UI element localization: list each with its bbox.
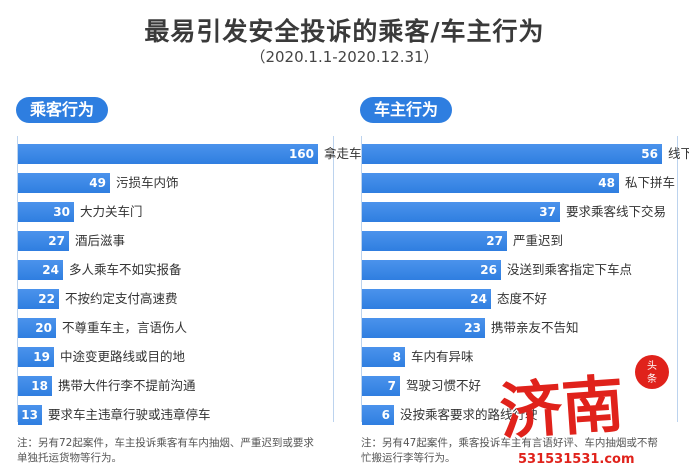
- bar-category-label: 污损车内饰: [116, 175, 179, 190]
- bar-row: 26 没送到乘客指定下车点: [362, 260, 677, 280]
- bar: [362, 405, 394, 425]
- bar-row: 6 没按乘客要求的路线行驶: [362, 405, 677, 425]
- bar-row: 7 驾驶习惯不好: [362, 376, 677, 396]
- bar: [362, 318, 485, 338]
- bar: [362, 260, 501, 280]
- driver-behavior-chart: 56 线下加价 48 私下拼车 37 要求乘客线下交易 27 严重迟到 26 没送到乘客指定下车点…: [361, 136, 689, 425]
- svg-text:济南: 济南: [497, 367, 626, 448]
- bar: [18, 231, 69, 251]
- bar-row: 24 态度不好: [362, 289, 677, 309]
- bar-category-label: 不按约定支付高速费: [65, 291, 178, 306]
- bar-row: 23 携带亲友不告知: [362, 318, 677, 338]
- bar: [18, 347, 54, 367]
- svg-text:头: 头: [647, 360, 657, 372]
- bar-row: 22 不按约定支付高速费: [18, 289, 333, 309]
- bar: [18, 260, 63, 280]
- bar: [18, 318, 56, 338]
- bar-value-label: 6: [381, 408, 390, 422]
- bar-row: 160拿走车主随用物品: [18, 144, 424, 164]
- bar: [18, 144, 318, 164]
- bar-value-label: 27: [486, 234, 503, 248]
- bar-value-label: 8: [392, 350, 401, 364]
- bar-row: 48 私下拼车: [362, 173, 677, 193]
- bar-value-label: 160: [288, 147, 314, 161]
- bar-row: 27 酒后滋事: [18, 231, 333, 251]
- passenger-chart-note: 注：另有72起案件，车主投诉乘客有车内抽烟、严重迟到或要求单独托运货物等行为。: [17, 437, 314, 464]
- bar-value-label: 23: [464, 321, 481, 335]
- bar-category-label: 严重迟到: [513, 233, 564, 248]
- bar-value-label: 27: [48, 234, 65, 248]
- bar-category-label: 私下拼车: [625, 175, 676, 190]
- bar-value-label: 49: [89, 176, 106, 190]
- bar-category-label: 车内有异味: [411, 349, 474, 364]
- bar-category-label: 大力关车门: [80, 204, 143, 219]
- bar-row: 18 携带大件行李不提前沟通: [18, 376, 333, 396]
- bar: [18, 405, 42, 425]
- bar-value-label: 56: [641, 147, 658, 161]
- bar: [362, 231, 507, 251]
- bar-value-label: 24: [42, 263, 59, 277]
- bar: [18, 289, 59, 309]
- bar: [18, 173, 110, 193]
- bar-row: 37 要求乘客线下交易: [362, 202, 677, 222]
- bar-category-label: 要求车主违章行驶或违章停车: [48, 407, 211, 422]
- bar-value-label: 7: [387, 379, 396, 393]
- bar: [362, 202, 560, 222]
- bar-category-label: 中途变更路线或目的地: [60, 349, 186, 364]
- jinan-toutiao-watermark-logo: 济南 头 条 531531531.com: [497, 355, 669, 467]
- bar-category-label: 不尊重车主，言语伤人: [62, 320, 188, 335]
- bar-row: 20 不尊重车主，言语伤人: [18, 318, 333, 338]
- svg-text:531531531.com: 531531531.com: [518, 452, 635, 467]
- bar: [18, 376, 52, 396]
- bar: [362, 173, 619, 193]
- bar-category-label: 没送到乘客指定下车点: [507, 262, 633, 277]
- bar-row: 30 大力关车门: [18, 202, 333, 222]
- bar-category-label: 驾驶习惯不好: [406, 378, 482, 393]
- bar-category-label: 线下加价: [668, 146, 689, 161]
- bar-row: 8 车内有异味: [362, 347, 677, 367]
- bar-value-label: 37: [539, 205, 556, 219]
- bar-category-label: 携带大件行李不提前沟通: [58, 378, 196, 393]
- bar-value-label: 20: [35, 321, 52, 335]
- bar-row: 13 要求车主违章行驶或违章停车: [18, 405, 333, 425]
- bar-row: 19 中途变更路线或目的地: [18, 347, 333, 367]
- bar: [362, 376, 400, 396]
- bar-category-label: 携带亲友不告知: [491, 320, 579, 335]
- bar: [18, 202, 74, 222]
- bar-value-label: 26: [480, 263, 497, 277]
- passenger-behavior-chart: 160拿走车主随用物品 49 污损车内饰 30 大力关车门 27 酒后滋事 24 多人乘车不如实…: [17, 136, 424, 425]
- bar-category-label: 没按乘客要求的路线行驶: [400, 407, 538, 422]
- bar-value-label: 22: [38, 292, 55, 306]
- bar-value-label: 30: [53, 205, 70, 219]
- bar-row: 56 线下加价: [362, 144, 689, 164]
- bar-value-label: 24: [470, 292, 487, 306]
- bar-row: 24 多人乘车不如实报备: [18, 260, 333, 280]
- svg-text:条: 条: [647, 372, 657, 385]
- bar-category-label: 多人乘车不如实报备: [69, 262, 182, 277]
- bar-value-label: 18: [31, 379, 48, 393]
- bar: [362, 347, 405, 367]
- bar: [362, 289, 491, 309]
- bar-value-label: 13: [21, 408, 38, 422]
- bar-value-label: 19: [33, 350, 50, 364]
- passenger-section-label: 乘客行为: [16, 97, 109, 123]
- bar-category-label: 要求乘客线下交易: [566, 204, 667, 219]
- bar-value-label: 48: [598, 176, 615, 190]
- bar-category-label: 酒后滋事: [75, 233, 126, 248]
- bar-row: 49 污损车内饰: [18, 173, 333, 193]
- bar-row: 27 严重迟到: [362, 231, 677, 251]
- page-title: 最易引发安全投诉的乘客/车主行为: [144, 17, 545, 46]
- page-subtitle: （2020.1.1-2020.12.31）: [250, 48, 439, 66]
- bar: [362, 144, 662, 164]
- driver-section-label: 车主行为: [360, 97, 453, 123]
- driver-chart-note: 注：另有47起案件，乘客投诉车主有言语好评、车内抽烟或不帮忙搬运行李等行为。: [361, 437, 658, 464]
- bar-category-label: 态度不好: [497, 291, 548, 306]
